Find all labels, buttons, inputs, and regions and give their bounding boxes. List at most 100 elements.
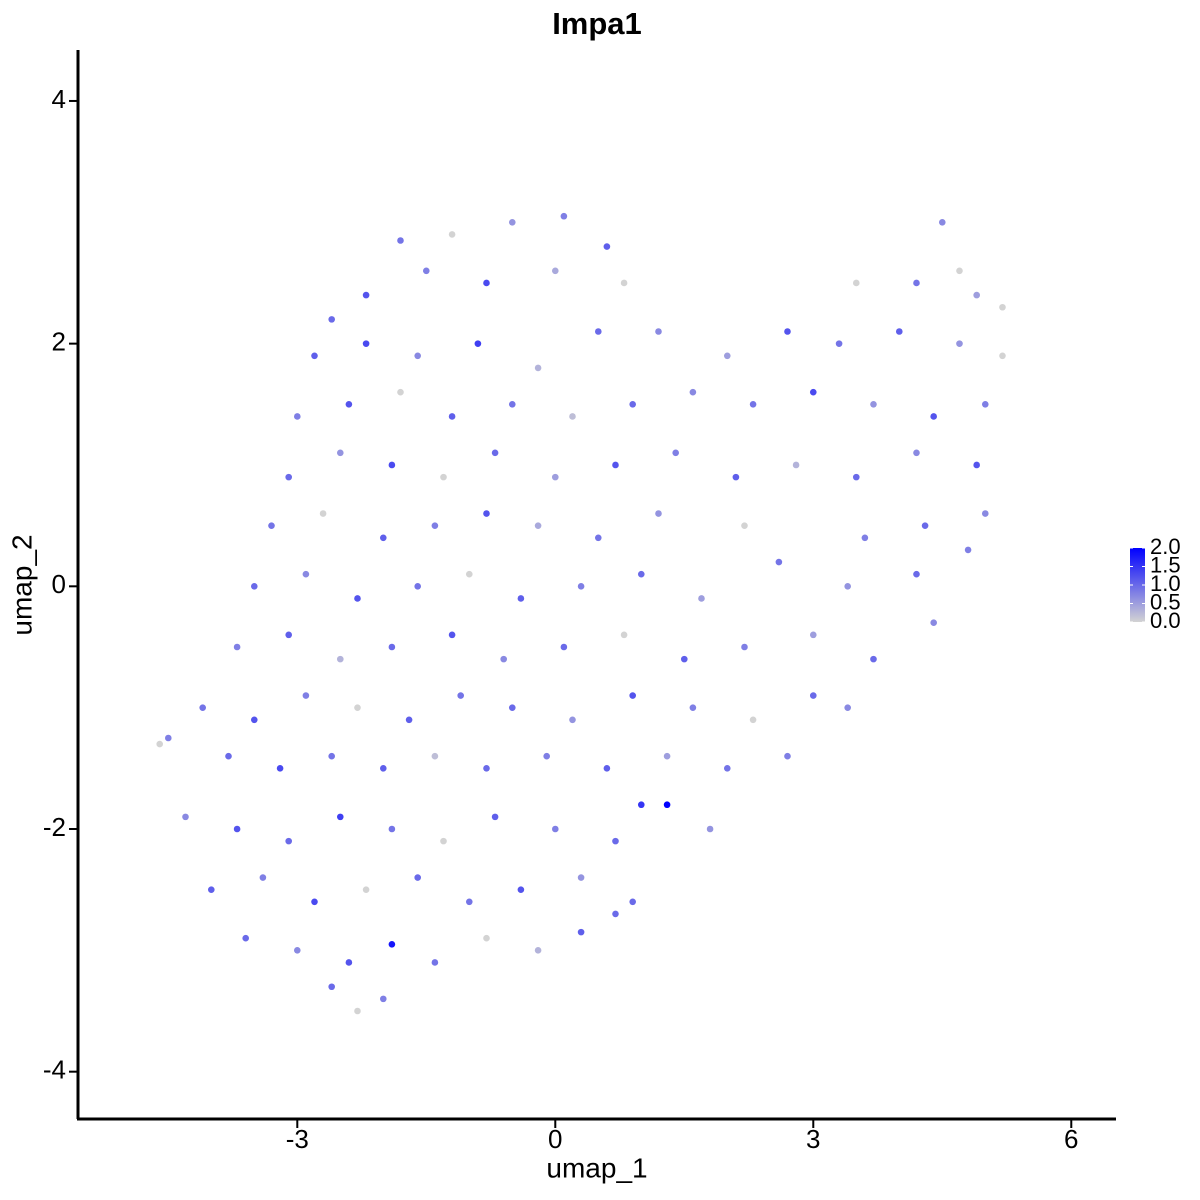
point: [388, 825, 396, 833]
point: [749, 401, 757, 408]
point: [732, 473, 740, 481]
point: [311, 352, 318, 360]
point: [448, 631, 456, 639]
x-tick-label: 6: [1064, 1124, 1078, 1154]
point: [655, 328, 662, 335]
point: [852, 473, 860, 481]
point: [293, 413, 301, 420]
point: [233, 825, 241, 833]
point: [569, 413, 576, 420]
y-tick-label: 4: [52, 84, 66, 114]
y-axis-title: umap_2: [6, 534, 37, 635]
point: [852, 279, 860, 287]
point: [792, 461, 800, 469]
point: [405, 716, 413, 724]
point: [431, 959, 439, 966]
point: [379, 995, 387, 1003]
point: [259, 874, 267, 881]
point: [543, 752, 550, 760]
point: [414, 874, 421, 881]
chart-title: Impa1: [552, 6, 642, 41]
colorbar: [1130, 548, 1145, 622]
x-tick-label: -3: [286, 1124, 309, 1154]
point: [440, 837, 447, 845]
point: [199, 704, 206, 711]
plot-area: [156, 212, 1006, 1015]
point: [569, 716, 576, 724]
point: [689, 388, 697, 396]
point: [285, 631, 292, 639]
colorbar-label: 2.0: [1150, 534, 1181, 559]
point: [612, 837, 619, 845]
point: [448, 231, 456, 238]
point: [328, 983, 335, 991]
point: [612, 461, 619, 469]
point: [483, 765, 490, 772]
point: [285, 837, 292, 845]
y-tick-label: 2: [52, 327, 66, 357]
point: [577, 874, 585, 881]
point: [999, 352, 1006, 360]
point: [362, 340, 370, 347]
point: [474, 340, 482, 347]
point: [319, 510, 327, 517]
point: [508, 401, 516, 408]
point: [517, 595, 525, 602]
point: [973, 291, 980, 299]
point: [999, 303, 1006, 311]
point: [156, 740, 163, 748]
point: [620, 279, 628, 287]
colorbar-label: 1.5: [1150, 552, 1181, 577]
point: [302, 570, 310, 578]
point: [809, 388, 817, 396]
point: [680, 655, 688, 663]
point: [809, 631, 817, 639]
point: [577, 583, 585, 590]
point: [964, 546, 972, 554]
point: [723, 352, 731, 360]
point: [629, 401, 636, 408]
point: [431, 752, 439, 760]
x-tick-label: 3: [806, 1124, 820, 1154]
point: [620, 631, 628, 639]
point: [250, 583, 258, 590]
point: [981, 510, 989, 517]
point: [560, 643, 568, 651]
point: [302, 692, 310, 699]
point: [698, 595, 705, 602]
point: [388, 643, 396, 651]
point: [930, 413, 937, 420]
colorbar-label: 0.0: [1150, 608, 1181, 633]
point: [483, 934, 490, 942]
point: [603, 243, 611, 250]
point: [336, 449, 344, 457]
point: [895, 328, 903, 335]
point: [775, 558, 783, 566]
point: [491, 813, 499, 821]
point: [250, 716, 258, 724]
point: [913, 279, 920, 287]
point: [551, 825, 559, 833]
point: [663, 801, 671, 809]
point: [414, 583, 421, 590]
point: [285, 473, 292, 481]
point: [397, 237, 404, 244]
point: [414, 352, 421, 360]
point: [930, 619, 937, 627]
point: [913, 570, 920, 578]
point: [577, 928, 585, 936]
colorbar-label: 1.0: [1150, 571, 1181, 596]
point: [293, 947, 301, 954]
point: [440, 473, 447, 481]
point: [354, 595, 361, 602]
point: [379, 534, 387, 542]
point: [594, 534, 602, 542]
point: [706, 825, 714, 833]
point: [784, 752, 791, 760]
point: [328, 316, 335, 323]
y-tick-label: 0: [52, 569, 66, 599]
point: [362, 291, 370, 299]
point: [844, 704, 851, 711]
point: [551, 473, 559, 481]
point: [612, 910, 619, 918]
